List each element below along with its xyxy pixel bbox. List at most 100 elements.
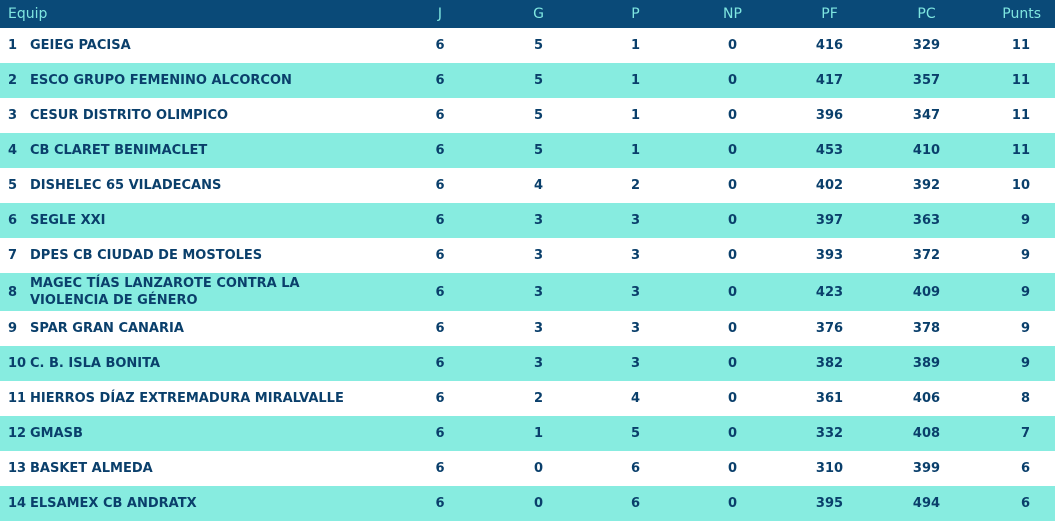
- cell-np: 0: [727, 73, 738, 88]
- header-punts[interactable]: Punts: [1002, 6, 1041, 22]
- table-row[interactable]: 8 MAGEC TÍAS LANZAROTE CONTRA LA VIOLENCI…: [0, 273, 1055, 311]
- cell-pf: 382: [815, 356, 844, 371]
- team-name-link[interactable]: GMASB: [30, 426, 83, 441]
- cell-j: 6: [435, 426, 445, 441]
- cell-g: 3: [533, 213, 544, 228]
- rank-number: 14: [8, 496, 27, 511]
- cell-pc: 494: [912, 496, 941, 511]
- team-name-link[interactable]: C. B. ISLA BONITA: [30, 356, 161, 371]
- cell-p: 3: [630, 213, 641, 228]
- team-cell: 7 DPES CB CIUDAD DE MOSTOLES: [0, 238, 390, 273]
- rank-number: 12: [8, 426, 27, 441]
- team-name-link[interactable]: SPAR GRAN CANARIA: [30, 321, 184, 336]
- cell-np: 0: [727, 356, 738, 371]
- header-pc[interactable]: PC: [917, 6, 936, 22]
- header-j[interactable]: J: [437, 6, 443, 22]
- team-name-link[interactable]: ESCO GRUPO FEMENINO ALCORCON: [30, 73, 292, 88]
- team-name-link[interactable]: ELSAMEX CB ANDRATX: [30, 496, 197, 511]
- cell-p: 4: [630, 391, 641, 406]
- rank-number: 13: [8, 461, 27, 476]
- header-row: Equip J G P NP PF PC Punts: [0, 0, 1055, 28]
- cell-pc: 357: [912, 73, 941, 88]
- cell-pc: 406: [912, 391, 941, 406]
- table-row[interactable]: 6 SEGLE XXI 6 3 3 0 397 363 9: [0, 203, 1055, 238]
- table-row[interactable]: 14 ELSAMEX CB ANDRATX 6 0 6 0 395 494 6: [0, 486, 1055, 521]
- header-g[interactable]: G: [533, 6, 544, 22]
- cell-np: 0: [727, 108, 738, 123]
- table-row[interactable]: 2 ESCO GRUPO FEMENINO ALCORCON 6 5 1 0 417 357 1…: [0, 63, 1055, 98]
- table-row[interactable]: 1 GEIEG PACISA 6 5 1 0 416 329 11: [0, 28, 1055, 63]
- team-name-link[interactable]: MAGEC TÍAS LANZAROTE CONTRA LA VIOLENCIA…: [30, 276, 300, 308]
- team-name-link[interactable]: DPES CB CIUDAD DE MOSTOLES: [30, 248, 263, 263]
- team-name-link[interactable]: DISHELEC 65 VILADECANS: [30, 178, 222, 193]
- cell-punts: 9: [1020, 321, 1030, 336]
- cell-p: 1: [630, 108, 641, 123]
- team-name-link[interactable]: GEIEG PACISA: [30, 38, 131, 53]
- cell-pc: 408: [912, 426, 941, 441]
- cell-p: 1: [630, 143, 641, 158]
- rank-number: 2: [8, 73, 18, 88]
- cell-pf: 332: [815, 426, 844, 441]
- cell-g: 5: [533, 73, 544, 88]
- team-name-link[interactable]: CESUR DISTRITO OLIMPICO: [30, 108, 229, 123]
- cell-g: 3: [533, 321, 544, 336]
- cell-pc: 372: [912, 248, 941, 263]
- cell-np: 0: [727, 248, 738, 263]
- cell-j: 6: [435, 38, 445, 53]
- rank-number: 7: [8, 248, 18, 263]
- header-np[interactable]: NP: [723, 6, 742, 22]
- cell-punts: 11: [1011, 108, 1030, 123]
- table-row[interactable]: 12 GMASB 6 1 5 0 332 408 7: [0, 416, 1055, 451]
- cell-pf: 397: [815, 213, 844, 228]
- cell-punts: 7: [1020, 426, 1030, 441]
- team-cell: 6 SEGLE XXI: [0, 203, 390, 238]
- cell-g: 5: [533, 38, 544, 53]
- cell-j: 6: [435, 284, 445, 300]
- table-row[interactable]: 9 SPAR GRAN CANARIA 6 3 3 0 376 378 9: [0, 311, 1055, 346]
- cell-j: 6: [435, 461, 445, 476]
- cell-g: 2: [533, 391, 544, 406]
- table-row[interactable]: 5 DISHELEC 65 VILADECANS 6 4 2 0 402 392 10: [0, 168, 1055, 203]
- team-cell: 10 C. B. ISLA BONITA: [0, 346, 390, 381]
- table-row[interactable]: 11 HIERROS DÍAZ EXTREMADURA MIRALVALLE 6 2 4…: [0, 381, 1055, 416]
- cell-p: 3: [630, 284, 641, 300]
- cell-p: 5: [630, 426, 641, 441]
- table-row[interactable]: 7 DPES CB CIUDAD DE MOSTOLES 6 3 3 0 393 372 9: [0, 238, 1055, 273]
- cell-g: 4: [533, 178, 544, 193]
- cell-p: 3: [630, 321, 641, 336]
- team-name-link[interactable]: BASKET ALMEDA: [30, 461, 153, 476]
- team-cell: 2 ESCO GRUPO FEMENINO ALCORCON: [0, 63, 390, 98]
- cell-p: 6: [630, 461, 641, 476]
- table-row[interactable]: 4 CB CLARET BENIMACLET 6 5 1 0 453 410 11: [0, 133, 1055, 168]
- table-row[interactable]: 3 CESUR DISTRITO OLIMPICO 6 5 1 0 396 347 11: [0, 98, 1055, 133]
- table-row[interactable]: 13 BASKET ALMEDA 6 0 6 0 310 399 6: [0, 451, 1055, 486]
- cell-punts: 9: [1020, 356, 1030, 371]
- team-name-link[interactable]: HIERROS DÍAZ EXTREMADURA MIRALVALLE: [30, 391, 344, 406]
- cell-np: 0: [727, 496, 738, 511]
- cell-np: 0: [727, 321, 738, 336]
- table-header: Equip J G P NP PF PC Punts: [0, 0, 1055, 28]
- cell-j: 6: [435, 391, 445, 406]
- table-row[interactable]: 10 C. B. ISLA BONITA 6 3 3 0 382 389 9: [0, 346, 1055, 381]
- team-name-link[interactable]: CB CLARET BENIMACLET: [30, 143, 208, 158]
- cell-g: 5: [533, 108, 544, 123]
- cell-j: 6: [435, 248, 445, 263]
- cell-pf: 402: [815, 178, 844, 193]
- cell-punts: 11: [1011, 143, 1030, 158]
- header-equip[interactable]: Equip: [8, 6, 48, 22]
- team-name-link[interactable]: SEGLE XXI: [30, 213, 106, 228]
- header-pf[interactable]: PF: [821, 6, 838, 22]
- cell-g: 3: [533, 284, 544, 300]
- header-p[interactable]: P: [631, 6, 640, 22]
- cell-pf: 361: [815, 391, 844, 406]
- cell-pf: 376: [815, 321, 844, 336]
- table-body: 1 GEIEG PACISA 6 5 1 0 416 329 11 2 ESCO GRUPO FEM…: [0, 28, 1055, 521]
- cell-g: 1: [533, 426, 544, 441]
- cell-punts: 9: [1020, 248, 1030, 263]
- rank-number: 1: [8, 38, 18, 53]
- team-cell: 4 CB CLARET BENIMACLET: [0, 133, 390, 168]
- cell-j: 6: [435, 356, 445, 371]
- cell-pf: 453: [815, 143, 844, 158]
- rank-number: 8: [8, 284, 18, 300]
